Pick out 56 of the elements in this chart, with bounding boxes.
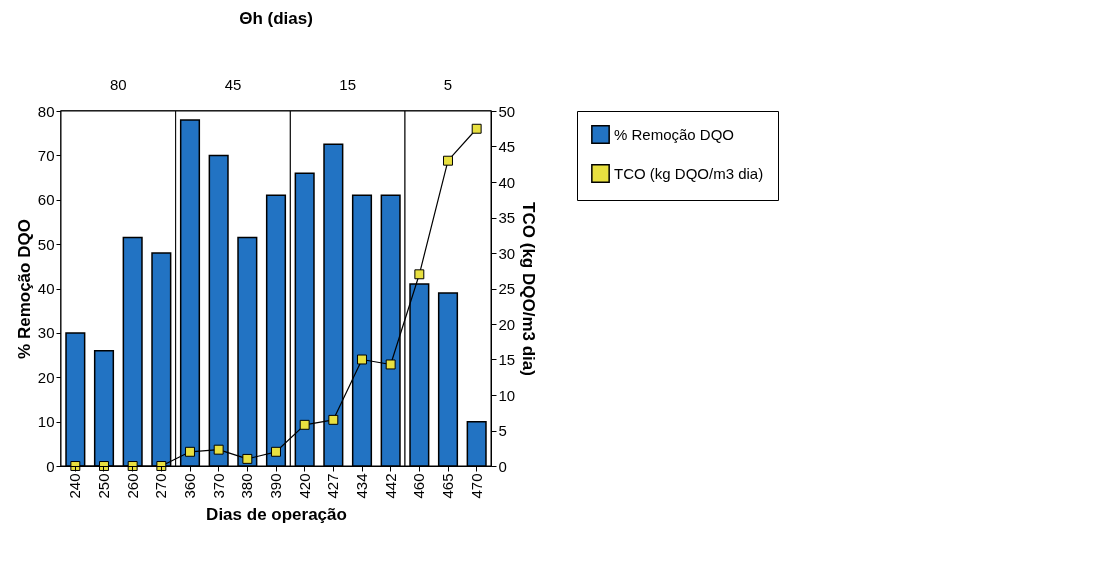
point — [471, 123, 482, 134]
point — [299, 419, 310, 430]
y-tick-label: 50 — [37, 235, 55, 253]
y2-tick-label: 40 — [498, 173, 516, 191]
point — [443, 155, 453, 166]
y2-tick-label: 45 — [498, 138, 516, 155]
y2-tick-label: 30 — [498, 244, 516, 262]
x-tick-label: 420 — [295, 473, 313, 499]
y-tick-label: 20 — [37, 368, 55, 386]
point — [185, 446, 195, 457]
point — [213, 444, 224, 455]
x-tick-label: 390 — [267, 473, 284, 499]
x-axis-title: Dias de operação — [206, 504, 347, 524]
y-tick-label: 40 — [37, 280, 55, 297]
legend-label: % Remoção DQO — [614, 125, 735, 143]
y2-tick-label: 25 — [498, 280, 516, 297]
x-tick-label: 442 — [381, 473, 399, 499]
point — [357, 354, 367, 365]
point — [414, 269, 425, 280]
x-tick-label: 434 — [353, 473, 370, 499]
x-tick-label: 360 — [181, 473, 198, 499]
point — [271, 446, 281, 457]
band-label: 5 — [443, 76, 453, 93]
y-axis-title: % Remoção DQO — [14, 219, 34, 359]
y-tick-label: 60 — [37, 191, 55, 209]
x-tick-label: 370 — [209, 473, 227, 499]
y2-tick-label: 35 — [498, 209, 516, 226]
y2-tick-label: 10 — [498, 386, 516, 404]
band-label: 15 — [339, 76, 357, 93]
y2-tick-label: 0 — [498, 457, 507, 475]
y2-tick-label: 50 — [498, 102, 516, 120]
x2-axis-title: Θh (dias) — [239, 9, 313, 28]
y-tick-label: 30 — [37, 324, 55, 342]
point — [385, 359, 396, 370]
y2-tick-label: 5 — [498, 422, 507, 439]
y-tick-label: 0 — [46, 457, 55, 475]
y2-tick-label: 15 — [498, 351, 516, 368]
point — [242, 453, 253, 464]
y2-axis-title: TCO (kg DQO/m3 dia) — [519, 202, 539, 376]
x-tick-label: 250 — [95, 473, 112, 499]
x-tick-label: 460 — [410, 473, 428, 499]
y-tick-label: 80 — [37, 102, 55, 120]
legend-label: TCO (kg DQO/m3 dia) — [614, 164, 764, 182]
y2-tick-label: 20 — [498, 315, 516, 333]
band-label: 45 — [224, 76, 242, 93]
y-tick-label: 70 — [37, 146, 55, 164]
x-tick-label: 470 — [467, 473, 485, 499]
x-tick-label: 240 — [66, 473, 84, 499]
x-tick-label: 380 — [238, 473, 256, 499]
point — [328, 414, 339, 425]
x-tick-label: 270 — [152, 473, 170, 499]
x-tick-label: 427 — [324, 473, 342, 499]
y-tick-label: 10 — [37, 413, 55, 431]
x-tick-label: 260 — [123, 473, 141, 499]
band-label: 80 — [109, 76, 127, 93]
x-tick-label: 465 — [439, 473, 456, 499]
